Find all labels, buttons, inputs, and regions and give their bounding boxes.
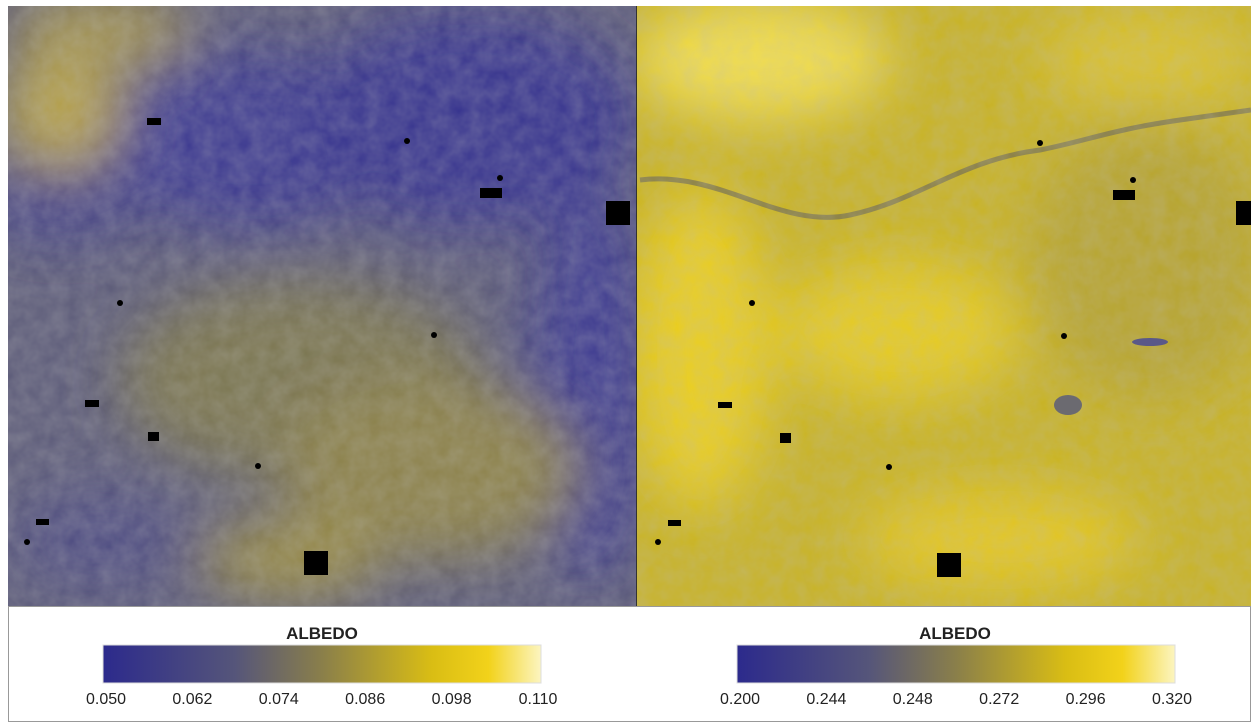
page: ALBEDO ALBEDO 0.050 0.062 0.074 0.086 0.098 0… xyxy=(0,0,1251,727)
colorbar-tick-label: 0.244 xyxy=(806,691,846,708)
colorbar-tick-label: 0.050 xyxy=(86,691,126,708)
colorbar-tick-label: 0.086 xyxy=(345,691,385,708)
colorbar xyxy=(103,645,541,683)
albedo-map-left xyxy=(0,0,650,606)
colorbar-tick-label: 0.200 xyxy=(720,691,760,708)
colorbar-tick-label: 0.062 xyxy=(172,691,212,708)
colorbar-title: ALBEDO xyxy=(286,624,358,643)
colorbar xyxy=(737,645,1175,683)
colorbar-tick-label: 0.098 xyxy=(432,691,472,708)
colorbar-tick-label: 0.110 xyxy=(519,691,558,708)
colorbar-title: ALBEDO xyxy=(919,624,991,643)
colorbar-tick-label: 0.320 xyxy=(1152,691,1192,708)
colorbar-tick-label: 0.248 xyxy=(893,691,933,708)
albedo-map-right xyxy=(630,0,1251,606)
colorbar-tick-label: 0.074 xyxy=(259,691,299,708)
colorbar-tick-label: 0.272 xyxy=(979,691,1019,708)
colorbar-tick-label: 0.296 xyxy=(1066,691,1106,708)
